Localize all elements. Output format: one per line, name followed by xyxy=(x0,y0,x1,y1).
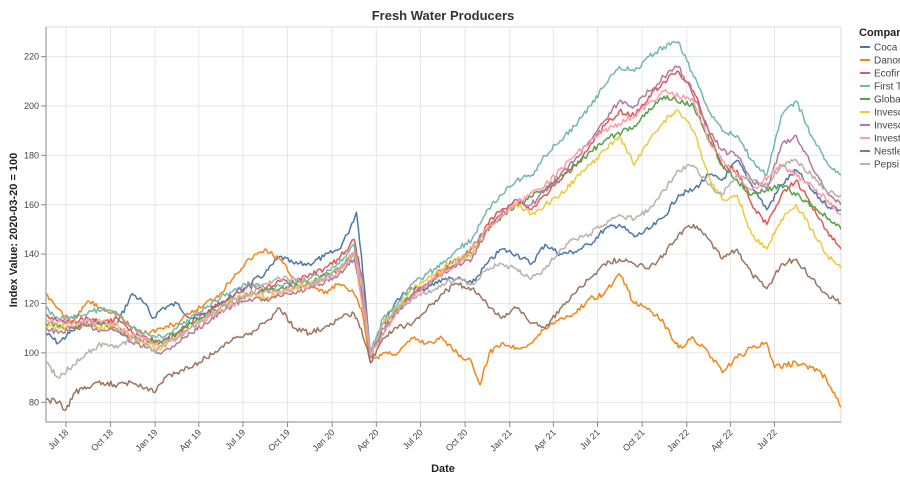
series-line-8 xyxy=(46,223,841,412)
legend-label: Invest xyxy=(874,134,900,145)
x-tick-label: Jul 20 xyxy=(401,427,425,451)
x-tick-label: Jul 21 xyxy=(578,427,602,451)
x-tick-label: Apr 19 xyxy=(177,427,203,453)
y-tick-label: 140 xyxy=(24,249,39,259)
series-lines xyxy=(46,40,841,412)
legend-label: Pepsi xyxy=(874,160,899,171)
x-tick-label: Jul 19 xyxy=(223,427,247,451)
series-line-9 xyxy=(46,158,841,379)
y-tick-label: 160 xyxy=(24,200,39,210)
x-tick-label: Apr 22 xyxy=(709,427,735,453)
legend-label: Invesc xyxy=(874,108,900,119)
x-tick-label: Oct 21 xyxy=(621,427,647,453)
series-line-3 xyxy=(46,40,841,354)
x-tick-label: Oct 20 xyxy=(444,427,470,453)
x-tick-label: Jan 20 xyxy=(310,427,336,453)
x-tick-label: Oct 18 xyxy=(89,427,115,453)
legend-label: Coca xyxy=(874,43,898,54)
x-tick-label: Jan 21 xyxy=(488,427,514,453)
grid xyxy=(45,26,842,423)
y-tick-label: 180 xyxy=(24,150,39,160)
legend-label: Globa xyxy=(874,95,900,106)
plot-area xyxy=(45,26,842,423)
y-tick-label: 120 xyxy=(24,299,39,309)
y-tick-label: 220 xyxy=(24,52,39,62)
x-tick-label: Apr 20 xyxy=(355,427,381,453)
y-tick-label: 100 xyxy=(24,348,39,358)
y-tick-label: 80 xyxy=(29,397,39,407)
legend-label: Danon xyxy=(874,56,900,67)
legend-label: First T xyxy=(874,82,900,93)
x-tick-label: Jan 19 xyxy=(133,427,159,453)
legend-label: Invesc xyxy=(874,121,900,132)
legend-title: Compar xyxy=(859,27,900,39)
legend-label: Nestle xyxy=(874,147,900,158)
x-tick-label: Jul 22 xyxy=(755,427,779,451)
x-tick-label: Oct 19 xyxy=(266,427,292,453)
y-tick-label: 200 xyxy=(24,101,39,111)
legend: Compar Coca Danon Ecofir First T Globa Invesc… xyxy=(859,27,900,171)
x-tick-label: Apr 21 xyxy=(532,427,558,453)
x-tick-label: Jan 22 xyxy=(665,427,691,453)
legend-label: Ecofir xyxy=(874,69,900,80)
x-tick-label: Jul 18 xyxy=(46,427,70,451)
series-line-0 xyxy=(46,159,841,354)
chart-title: Fresh Water Producers xyxy=(372,8,515,23)
y-axis-title: Index Value: 2020-03-20 = 100 xyxy=(8,153,20,307)
x-axis-title: Date xyxy=(431,463,455,475)
